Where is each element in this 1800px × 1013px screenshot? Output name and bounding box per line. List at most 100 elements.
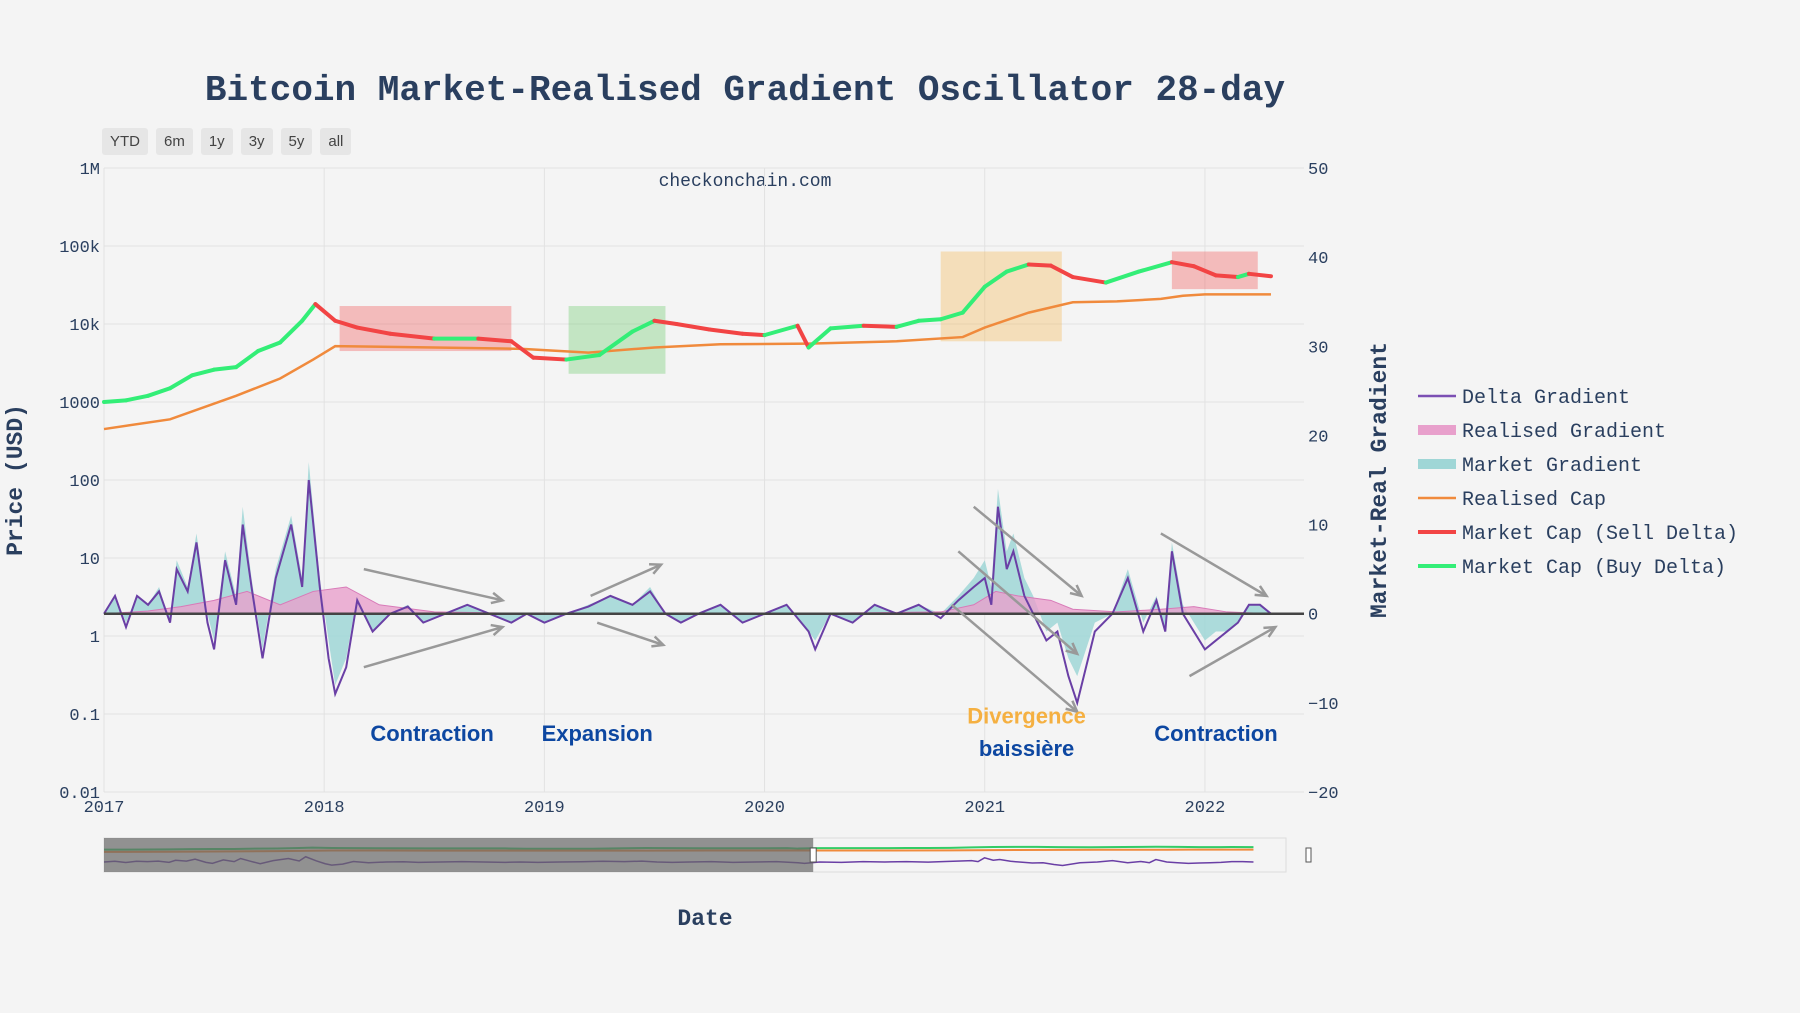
- x-tick-label: 2019: [524, 799, 565, 818]
- legend-label: Market Cap (Sell Delta): [1462, 523, 1738, 546]
- shaded-region: [568, 306, 666, 374]
- range-selector[interactable]: YTD 6m 1y 3y 5y all: [102, 128, 352, 155]
- shaded-regions: [339, 251, 1258, 374]
- realised-cap-line: [103, 293, 1271, 431]
- y-left-tick-label: 100: [69, 473, 100, 492]
- x-axis-title: Date: [677, 906, 732, 932]
- market-cap-buy-segment: [278, 318, 305, 345]
- market-cap-buy-segment: [916, 317, 943, 323]
- y-left-tick-label: 1000: [59, 395, 100, 414]
- market-cap-sell-segment: [1070, 275, 1108, 285]
- market-gradient-area: [104, 462, 1271, 686]
- y-right-axis-title: Market-Real Gradient: [1367, 342, 1393, 618]
- market-cap-sell-segment: [707, 327, 745, 336]
- market-cap-buy-segment: [1004, 262, 1031, 274]
- y-left-tick-label: 0.01: [59, 785, 100, 804]
- annotation-arrows: [363, 505, 1278, 714]
- annotation-label: Contraction: [370, 721, 493, 746]
- market-cap-sell-segment: [1169, 260, 1196, 269]
- market-cap-buy-segment: [124, 393, 151, 403]
- legend-label: Market Gradient: [1462, 455, 1642, 478]
- range-button-ytd[interactable]: YTD: [102, 128, 148, 155]
- range-slider[interactable]: [103, 837, 1312, 873]
- market-cap-buy-segment: [894, 318, 921, 329]
- range-button-3y[interactable]: 3y: [240, 128, 273, 155]
- market-cap-sell-segment: [674, 322, 712, 332]
- y-left-tick-label: 10k: [69, 317, 100, 336]
- annotation-labels: Contraction Expansion Divergence baissière C…: [370, 704, 1277, 761]
- legend-item[interactable]: Realised Cap: [1418, 489, 1606, 512]
- legend-item[interactable]: Market Cap (Buy Delta): [1418, 557, 1726, 580]
- market-cap-sell-segment: [740, 331, 767, 338]
- y-right-tick-label: 0: [1308, 607, 1318, 626]
- market-cap-sell-segment: [1213, 273, 1240, 280]
- market-cap-buy-segment: [828, 323, 866, 331]
- arrow-head: [1065, 700, 1080, 714]
- market-cap-buy-segment: [630, 318, 657, 334]
- market-cap-buy-segment: [300, 302, 318, 323]
- chart-title: Bitcoin Market-Realised Gradient Oscilla…: [205, 70, 1285, 111]
- legend-item[interactable]: Market Gradient: [1418, 455, 1642, 478]
- y-left-tick-label: 1: [90, 629, 100, 648]
- market-cap-buy-segment: [938, 310, 965, 322]
- legend-label: Realised Gradient: [1462, 421, 1666, 444]
- y-left-tick-label: 0.1: [69, 707, 100, 726]
- legend-item[interactable]: Realised Gradient: [1418, 421, 1666, 444]
- market-cap-sell-segment: [333, 318, 360, 330]
- annotation-label: Divergence: [967, 704, 1086, 729]
- x-tick-label: 2020: [744, 799, 785, 818]
- range-button-all[interactable]: all: [320, 128, 352, 155]
- range-slider-left-handle[interactable]: [809, 847, 817, 863]
- range-slider-mask: [104, 838, 814, 872]
- market-cap-buy-segment: [960, 284, 987, 315]
- market-cap-sell-segment: [1191, 264, 1218, 278]
- arrow-line: [363, 567, 503, 602]
- arrow-line: [590, 563, 662, 598]
- arrow-line: [957, 550, 1079, 655]
- price-series: [102, 260, 1273, 431]
- y-right-tick-label: 30: [1308, 339, 1328, 358]
- arrow-line: [363, 625, 503, 669]
- y-right-tick-label: −20: [1308, 785, 1339, 804]
- range-slider-right-handle[interactable]: [1305, 847, 1312, 863]
- arrow-head: [490, 591, 506, 605]
- arrow-line: [972, 505, 1083, 597]
- market-cap-buy-segment: [564, 353, 602, 362]
- legend-swatch: [1418, 459, 1456, 469]
- range-button-1y[interactable]: 1y: [200, 128, 233, 155]
- legend-swatch: [1418, 425, 1456, 435]
- market-cap-buy-segment: [168, 373, 195, 391]
- y-right-tick-label: 10: [1308, 518, 1328, 537]
- market-cap-sell-segment: [1246, 271, 1273, 279]
- market-cap-sell-segment: [795, 323, 811, 350]
- legend-item[interactable]: Delta Gradient: [1418, 387, 1630, 410]
- market-cap-buy-segment: [146, 386, 173, 398]
- y-right-tick-label: 50: [1308, 161, 1328, 180]
- shaded-region: [1171, 251, 1258, 290]
- market-cap-buy-segment: [212, 365, 239, 372]
- market-cap-buy-segment: [234, 349, 261, 370]
- legend-item[interactable]: Market Cap (Sell Delta): [1418, 523, 1738, 546]
- legend[interactable]: Delta Gradient Realised Gradient Market Gr…: [1418, 387, 1738, 580]
- market-cap-sell-segment: [388, 331, 437, 341]
- market-cap-buy-segment: [982, 269, 1009, 289]
- legend-label: Delta Gradient: [1462, 387, 1630, 410]
- x-tick-label: 2017: [84, 799, 125, 818]
- market-cap-sell-segment: [313, 302, 338, 323]
- x-tick-label: 2021: [964, 799, 1005, 818]
- arrow-head: [649, 563, 664, 575]
- grid-lines: [103, 167, 1304, 793]
- market-cap-sell-segment: [1048, 263, 1075, 280]
- y-left-tick-label: 100k: [59, 239, 100, 258]
- gradient-series: [103, 462, 1304, 707]
- range-button-6m[interactable]: 6m: [156, 128, 193, 155]
- market-cap-buy-segment: [256, 340, 283, 354]
- market-cap-sell-segment: [509, 339, 536, 360]
- arrow-head: [490, 623, 506, 637]
- y-right-tick-label: 40: [1308, 250, 1328, 269]
- market-cap-sell-segment: [861, 323, 899, 329]
- range-button-5y[interactable]: 5y: [280, 128, 313, 155]
- market-cap-buy-segment: [762, 323, 800, 338]
- arrow-head: [1069, 584, 1084, 598]
